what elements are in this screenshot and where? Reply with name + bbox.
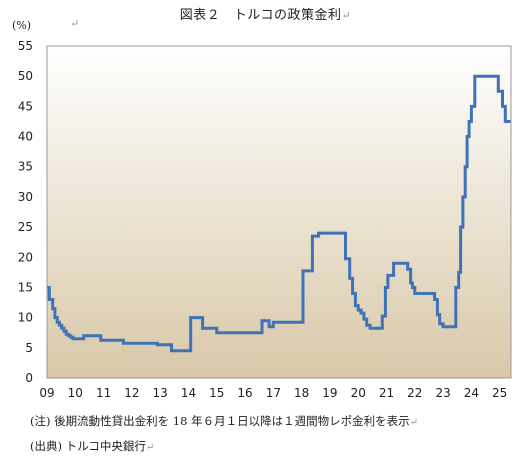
x-tick-label: 20 — [351, 386, 366, 400]
x-tick-label: 21 — [379, 386, 394, 400]
x-tick-label: 18 — [294, 386, 309, 400]
paragraph-mark-icon: ↵ — [409, 417, 418, 428]
policy-rate-chart: 0 5 10 15 20 25 30 35 40 45 50 55 09 10 11 12 13 14 15 16 1… — [18, 39, 512, 400]
y-tick-label: 55 — [18, 39, 33, 53]
plot-frame — [46, 45, 512, 379]
x-tick-label: 14 — [181, 386, 196, 400]
y-axis-unit-label: (%) — [12, 19, 32, 32]
x-tick-label: 09 — [39, 386, 54, 400]
x-tick-label: 11 — [96, 386, 111, 400]
x-tick-label: 10 — [68, 386, 83, 400]
series-line-policy-rate — [47, 74, 511, 353]
source-note: (出典) トルコ中央銀行↵ — [30, 439, 155, 453]
paragraph-mark-icon: ↵ — [145, 442, 155, 453]
y-tick-label: 10 — [18, 311, 33, 325]
y-tick-label: 15 — [18, 280, 33, 294]
paragraph-mark-icon: ↵ — [341, 9, 352, 22]
y-tick-label: 40 — [18, 130, 33, 144]
plot-area — [47, 46, 511, 378]
y-tick-label: 45 — [18, 99, 33, 113]
x-tick-label: 13 — [153, 386, 168, 400]
y-tick-label: 35 — [18, 160, 33, 174]
x-tick-label: 15 — [209, 386, 224, 400]
x-tick-label: 25 — [492, 386, 507, 400]
x-tick-label: 19 — [322, 386, 337, 400]
paragraph-mark-icon: ↵ — [70, 17, 80, 30]
y-tick-label: 0 — [25, 371, 33, 385]
y-tick-label: 5 — [25, 341, 33, 355]
y-tick-label: 20 — [18, 250, 33, 264]
x-tick-label: 24 — [464, 386, 479, 400]
x-tick-label: 12 — [124, 386, 139, 400]
y-tick-label: 25 — [18, 220, 33, 234]
x-tick-label: 17 — [266, 386, 281, 400]
y-tick-label: 30 — [18, 190, 33, 204]
chart-title: 図表２ トルコの政策金利↵ — [179, 8, 352, 23]
y-tick-label: 50 — [18, 69, 33, 83]
footnote: (注) 後期流動性貸出金利を 18 年６月１日以降は１週間物レポ金利を表示↵ — [30, 414, 418, 428]
x-tick-label: 16 — [237, 386, 252, 400]
x-tick-label: 23 — [435, 386, 450, 400]
x-tick-label: 22 — [407, 386, 422, 400]
